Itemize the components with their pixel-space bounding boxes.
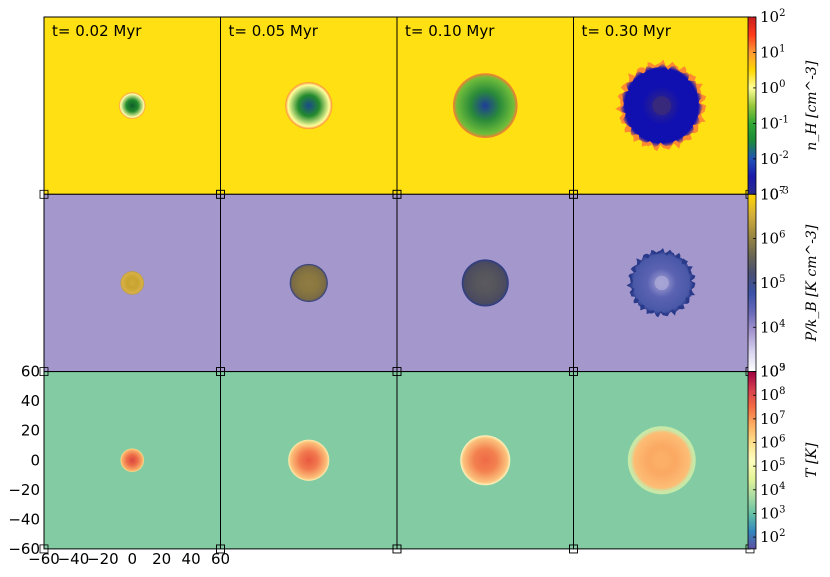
x-tick-label: −20 — [87, 550, 119, 568]
time-label: t= 0.02 Myr — [52, 22, 142, 40]
colorbar-label: T [K] — [804, 442, 820, 478]
x-tick-label: 60 — [211, 550, 230, 568]
time-label: t= 0.05 Myr — [229, 22, 319, 40]
colorbar-tick-label: 101 — [760, 43, 785, 61]
colorbar-tick-label: 10-1 — [760, 114, 789, 132]
bubble — [452, 73, 518, 139]
colorbar-density — [747, 16, 757, 195]
panel-temperature-3 — [397, 371, 574, 549]
colorbar-tick-label: 109 — [760, 363, 785, 381]
corner-tick — [392, 544, 402, 554]
corner-tick — [39, 189, 49, 199]
panel-pressure-3 — [397, 194, 574, 372]
y-tick-label: −20 — [8, 481, 40, 499]
bubble — [289, 263, 328, 303]
colorbar-tick-label: 108 — [760, 386, 785, 404]
colorbar-tick-label: 107 — [760, 410, 785, 428]
corner-tick — [216, 367, 225, 377]
panel-labels: t= 0.02 Myr t= 0.05 Myr t= 0.10 Myr t= 0.30… — [52, 22, 672, 40]
corner-tick — [39, 544, 49, 554]
corner-tick — [569, 544, 578, 554]
x-tick-label: 20 — [152, 550, 171, 568]
panel-density-2 — [220, 17, 397, 195]
panel-pressure-4 — [573, 194, 750, 372]
corner-tick — [569, 189, 578, 199]
colorbar-tick-label: 102 — [760, 8, 785, 26]
bubble-core — [654, 275, 669, 291]
colorbar-tick-label: 106 — [760, 230, 785, 248]
panel-temperature-1 — [44, 371, 221, 549]
colorbar-tick-label: 104 — [760, 481, 785, 499]
x-tick-label: 40 — [182, 550, 201, 568]
bubble — [120, 271, 145, 295]
colorbar-tick-label: 107 — [760, 185, 785, 203]
colorbar-tick-label: 10-2 — [760, 150, 789, 168]
panel-density-1 — [44, 17, 221, 195]
y-tick-label: 60 — [21, 363, 40, 381]
colorbar-temperature — [747, 371, 757, 550]
panel-pressure-1 — [44, 194, 221, 372]
colorbar-tick-label: 100 — [760, 79, 785, 97]
bubble — [461, 259, 509, 307]
panel-temperature-2 — [220, 371, 397, 549]
panel-pressure-2 — [220, 194, 397, 372]
corner-tick — [392, 367, 402, 377]
x-tick-label: −40 — [58, 550, 90, 568]
colorbar-tick-label: 106 — [760, 434, 785, 452]
y-tick-label: 20 — [21, 422, 40, 440]
bubble — [288, 439, 330, 481]
y-tick-label: −60 — [8, 540, 40, 558]
y-tick-label: −40 — [8, 510, 40, 528]
colorbar-tick-label: 105 — [760, 457, 785, 475]
colorbar-tick-label: 105 — [760, 274, 785, 292]
bubble-core — [652, 96, 672, 116]
panel-grid — [43, 16, 751, 550]
y-tick-label: 0 — [30, 451, 40, 469]
panel-temperature-4 — [573, 371, 750, 549]
colorbar-label: P/k_B [K cm^-3] — [804, 224, 820, 342]
x-tick-label: 0 — [127, 550, 137, 568]
bubble — [120, 448, 145, 473]
colorbar-tick-label: 103 — [760, 504, 785, 522]
colorbar-label: n_H [cm^-3] — [804, 60, 820, 151]
time-label: t= 0.30 Myr — [582, 22, 672, 40]
panel-density-3 — [397, 17, 574, 195]
corner-tick — [39, 367, 49, 377]
bubble — [460, 435, 511, 486]
colorbar-tick-label: 102 — [760, 528, 785, 546]
corner-tick — [392, 189, 402, 199]
corner-tick — [569, 367, 578, 377]
corner-tick — [216, 544, 225, 554]
y-tick-label: 40 — [21, 392, 40, 410]
panel-density-4 — [573, 17, 750, 195]
bubble — [119, 92, 146, 119]
time-label: t= 0.10 Myr — [405, 22, 495, 40]
x-tick-label: −60 — [28, 550, 60, 568]
bubble — [285, 82, 333, 130]
colorbar-tick-label: 104 — [760, 318, 785, 336]
bubble-core — [654, 453, 669, 468]
corner-tick — [216, 189, 225, 199]
